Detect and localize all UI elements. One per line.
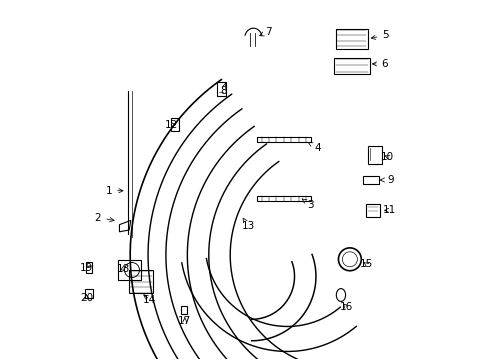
Bar [86,262,92,273]
Bar [365,204,380,217]
Text: 4: 4 [308,143,321,153]
Text: 2: 2 [95,212,114,222]
Bar [180,306,186,314]
Bar [85,289,93,298]
Text: 13: 13 [241,218,254,231]
Text: 18: 18 [117,264,130,274]
Text: 11: 11 [382,205,395,215]
Text: 12: 12 [164,120,178,130]
Bar [171,118,179,131]
Bar [333,58,369,74]
Bar [216,82,225,96]
Bar [129,270,152,293]
Bar [363,176,379,184]
Text: 14: 14 [143,295,156,305]
Text: 17: 17 [178,316,191,326]
Text: 10: 10 [380,152,393,162]
Bar [118,260,140,280]
Polygon shape [257,196,310,202]
Polygon shape [119,220,131,232]
Text: 5: 5 [370,30,388,40]
Text: 19: 19 [80,262,93,273]
Polygon shape [257,137,310,143]
Bar [335,29,367,49]
Text: 15: 15 [359,259,372,269]
Text: 9: 9 [380,175,393,185]
Text: 1: 1 [105,186,123,196]
Bar [367,146,381,164]
Text: 16: 16 [339,302,352,312]
Text: 3: 3 [302,199,313,210]
Text: 6: 6 [372,59,387,69]
Text: 8: 8 [219,84,226,96]
Text: 7: 7 [259,27,271,37]
Text: 20: 20 [80,293,93,303]
